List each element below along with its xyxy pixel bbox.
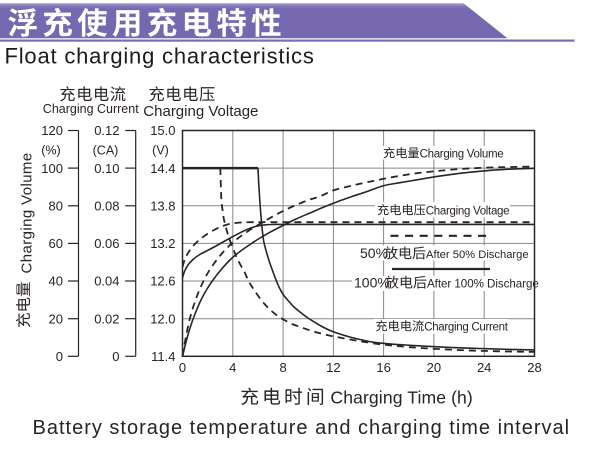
svg-text:After 50% Discharge: After 50% Discharge [426, 249, 529, 261]
svg-text:Charging Volume: Charging Volume [420, 148, 504, 160]
svg-text:Float charging characteristics: Float charging characteristics [5, 44, 315, 69]
svg-text:14.4: 14.4 [150, 161, 175, 176]
svg-text:4: 4 [229, 360, 236, 375]
svg-text:40: 40 [49, 274, 63, 289]
svg-text:11.4: 11.4 [151, 349, 175, 364]
svg-text:0: 0 [179, 360, 186, 375]
svg-text:Charging Voltage: Charging Voltage [143, 103, 258, 120]
svg-text:Charging Voltage: Charging Voltage [426, 205, 509, 217]
svg-text:Battery storage temperature an: Battery storage temperature and charging… [33, 417, 571, 439]
svg-text:60: 60 [49, 236, 63, 251]
svg-text:50%: 50% [360, 245, 388, 261]
svg-text:20: 20 [49, 311, 63, 326]
svg-text:13.2: 13.2 [150, 236, 175, 251]
svg-text:12.6: 12.6 [150, 274, 175, 289]
svg-text:120: 120 [41, 123, 63, 138]
svg-text:0.06: 0.06 [94, 236, 119, 251]
svg-text:100: 100 [41, 161, 63, 176]
svg-text:12.0: 12.0 [150, 311, 175, 326]
svg-text:(V): (V) [152, 144, 169, 158]
svg-text:After 100% Discharge: After 100% Discharge [427, 278, 539, 291]
svg-text:24: 24 [477, 360, 491, 375]
svg-text:28: 28 [527, 360, 541, 375]
svg-text:15.0: 15.0 [150, 123, 175, 138]
svg-text:Charging Current: Charging Current [424, 321, 509, 333]
svg-text:0: 0 [56, 349, 63, 364]
svg-text:12: 12 [326, 360, 340, 375]
svg-text:(CA): (CA) [93, 144, 119, 158]
svg-text:Charging Current: Charging Current [43, 102, 139, 116]
svg-text:Charging Time (h): Charging Time (h) [330, 388, 473, 408]
svg-text:0: 0 [112, 349, 119, 364]
svg-text:100%: 100% [354, 275, 390, 291]
svg-text:0.04: 0.04 [94, 274, 119, 289]
svg-text:0.08: 0.08 [94, 199, 119, 214]
svg-text:20: 20 [427, 360, 441, 375]
svg-text:(%): (%) [41, 144, 60, 158]
svg-text:8: 8 [279, 360, 286, 375]
svg-text:0.02: 0.02 [94, 311, 119, 326]
svg-text:13.8: 13.8 [150, 199, 175, 214]
svg-text:0.10: 0.10 [94, 161, 119, 176]
svg-text:80: 80 [49, 199, 63, 214]
svg-text:16: 16 [376, 360, 390, 375]
svg-text:Charging Volume: Charging Volume [19, 152, 36, 273]
svg-text:0.12: 0.12 [94, 123, 119, 138]
